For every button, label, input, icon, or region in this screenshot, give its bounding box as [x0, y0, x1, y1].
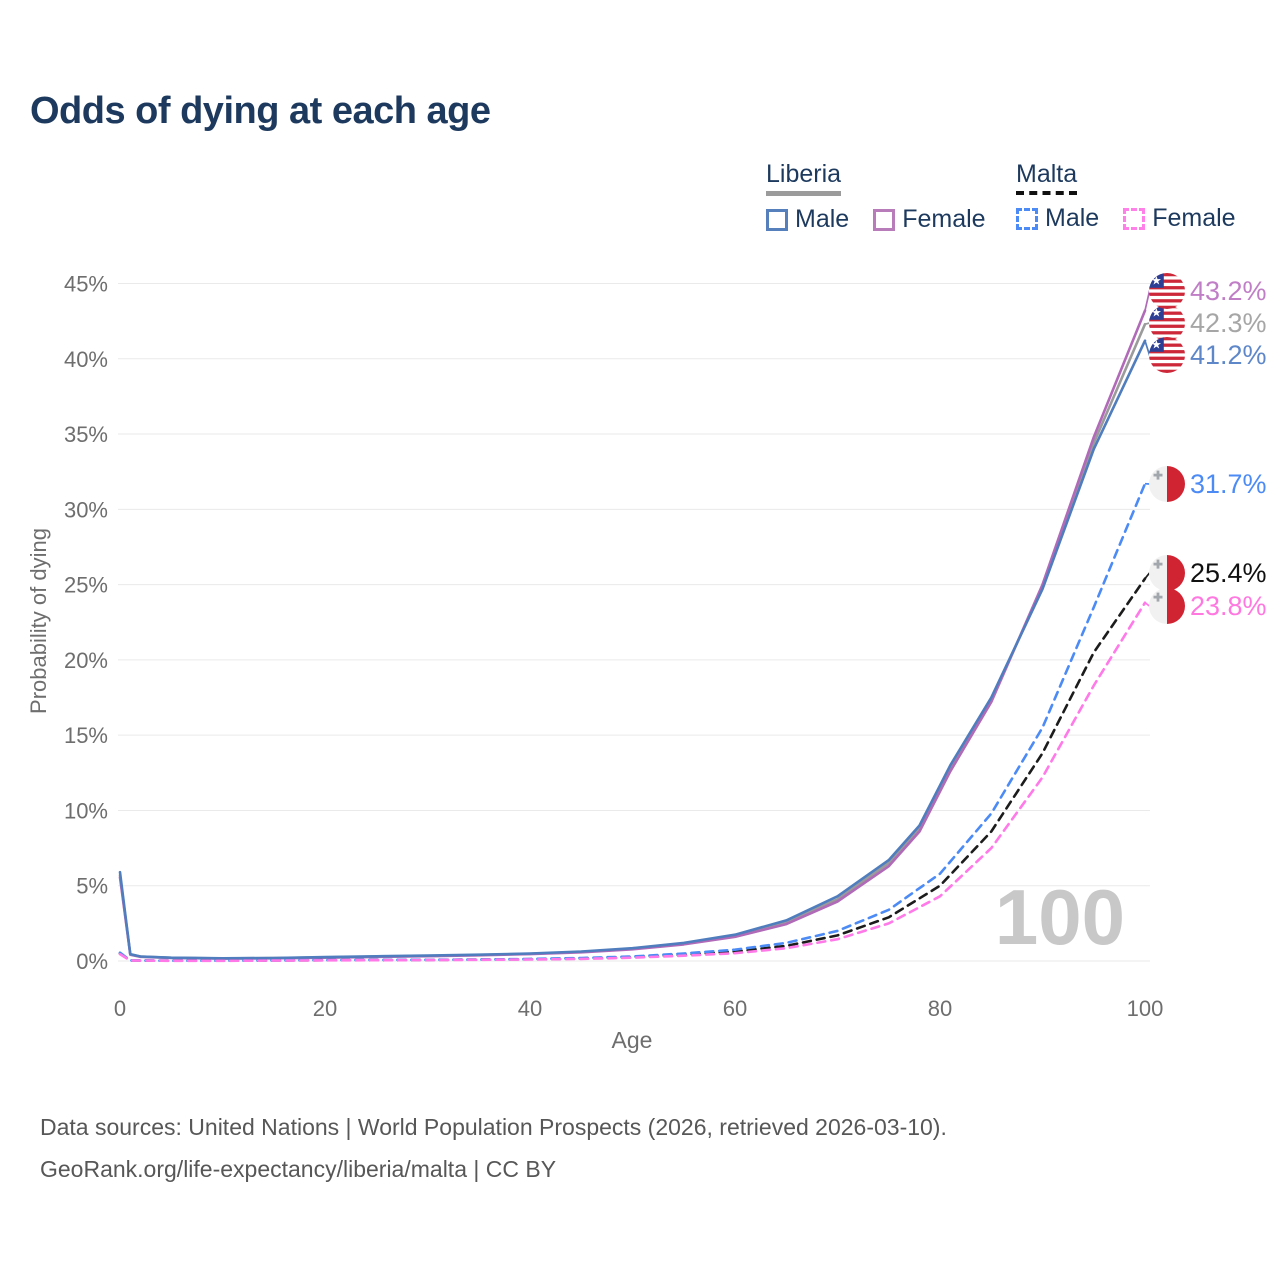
end-value-label-malta-female: 23.8%	[1190, 591, 1267, 621]
footer: Data sources: United Nations | World Pop…	[40, 1106, 1240, 1191]
end-value-label-liberia-male: 41.2%	[1190, 340, 1267, 370]
end-value-label-malta-male: 31.7%	[1190, 469, 1267, 499]
legend-group-liberia: Liberia Male Female	[766, 160, 986, 234]
legend-swatch-malta-male-icon	[1016, 207, 1038, 230]
x-tick-label: 100	[1127, 996, 1164, 1021]
legend-item-label: Female	[1152, 204, 1236, 232]
series-line-malta-female	[118, 601, 1147, 963]
series-line-malta-both	[118, 577, 1147, 963]
svg-text:★: ★	[1151, 306, 1162, 320]
legend-group-label-liberia: Liberia	[766, 160, 842, 196]
legend-item-label: Male	[795, 205, 850, 233]
y-tick-label: 25%	[64, 573, 108, 598]
y-tick-label: 30%	[64, 497, 108, 522]
svg-text:★: ★	[1151, 338, 1162, 352]
y-tick-label: 15%	[64, 723, 108, 748]
x-tick-label: 60	[723, 996, 747, 1021]
legend-item-liberia-female[interactable]: Female	[873, 205, 986, 234]
x-tick-label: 80	[928, 996, 952, 1021]
liberia-flag-icon: ★	[1149, 337, 1185, 373]
y-tick-label: 5%	[76, 874, 108, 899]
legend-group-malta: Malta Male Female	[1016, 160, 1236, 233]
y-tick-label: 40%	[64, 347, 108, 372]
y-tick-label: 0%	[76, 949, 108, 974]
watermark-age-100: 100	[995, 873, 1125, 961]
legend-swatch-liberia-female-icon	[873, 208, 896, 231]
liberia-flag-icon: ★	[1149, 305, 1185, 341]
series-line-liberia-both	[118, 322, 1147, 960]
svg-text:★: ★	[1151, 274, 1162, 288]
page-title: Odds of dying at each age	[30, 90, 491, 132]
y-tick-label: 10%	[64, 798, 108, 823]
end-value-label-liberia-both: 42.3%	[1190, 308, 1267, 338]
legend-swatch-liberia-male-icon	[766, 208, 788, 231]
malta-flag-icon	[1149, 466, 1185, 502]
liberia-flag-icon: ★	[1149, 273, 1185, 309]
end-value-label-liberia-female: 43.2%	[1190, 276, 1267, 306]
legend-swatch-malta-female-icon	[1123, 207, 1146, 230]
x-axis-title: Age	[612, 1027, 653, 1053]
legend-item-malta-male[interactable]: Male	[1016, 204, 1099, 233]
y-tick-label: 35%	[64, 422, 108, 447]
y-tick-label: 45%	[64, 272, 108, 297]
end-value-label-malta-both: 25.4%	[1190, 558, 1267, 588]
x-tick-label: 20	[313, 996, 337, 1021]
malta-flag-icon	[1149, 555, 1185, 591]
legend-item-liberia-male[interactable]: Male	[766, 205, 849, 234]
y-tick-label: 20%	[64, 648, 108, 673]
legend-item-malta-female[interactable]: Female	[1123, 204, 1236, 233]
x-tick-label: 40	[518, 996, 542, 1021]
series-line-liberia-male	[118, 339, 1147, 960]
footer-attribution: GeoRank.org/life-expectancy/liberia/malt…	[40, 1156, 557, 1183]
series-line-liberia-female	[118, 309, 1147, 960]
series-line-malta-male	[118, 482, 1147, 963]
legend-item-label: Male	[1045, 204, 1100, 232]
x-tick-label: 0	[114, 996, 126, 1021]
legend-item-label: Female	[902, 205, 986, 233]
y-axis-title: Probability of dying	[26, 528, 51, 714]
footer-data-sources: Data sources: United Nations | World Pop…	[40, 1114, 947, 1140]
legend-group-label-malta: Malta	[1016, 160, 1078, 195]
malta-flag-icon	[1149, 588, 1185, 624]
